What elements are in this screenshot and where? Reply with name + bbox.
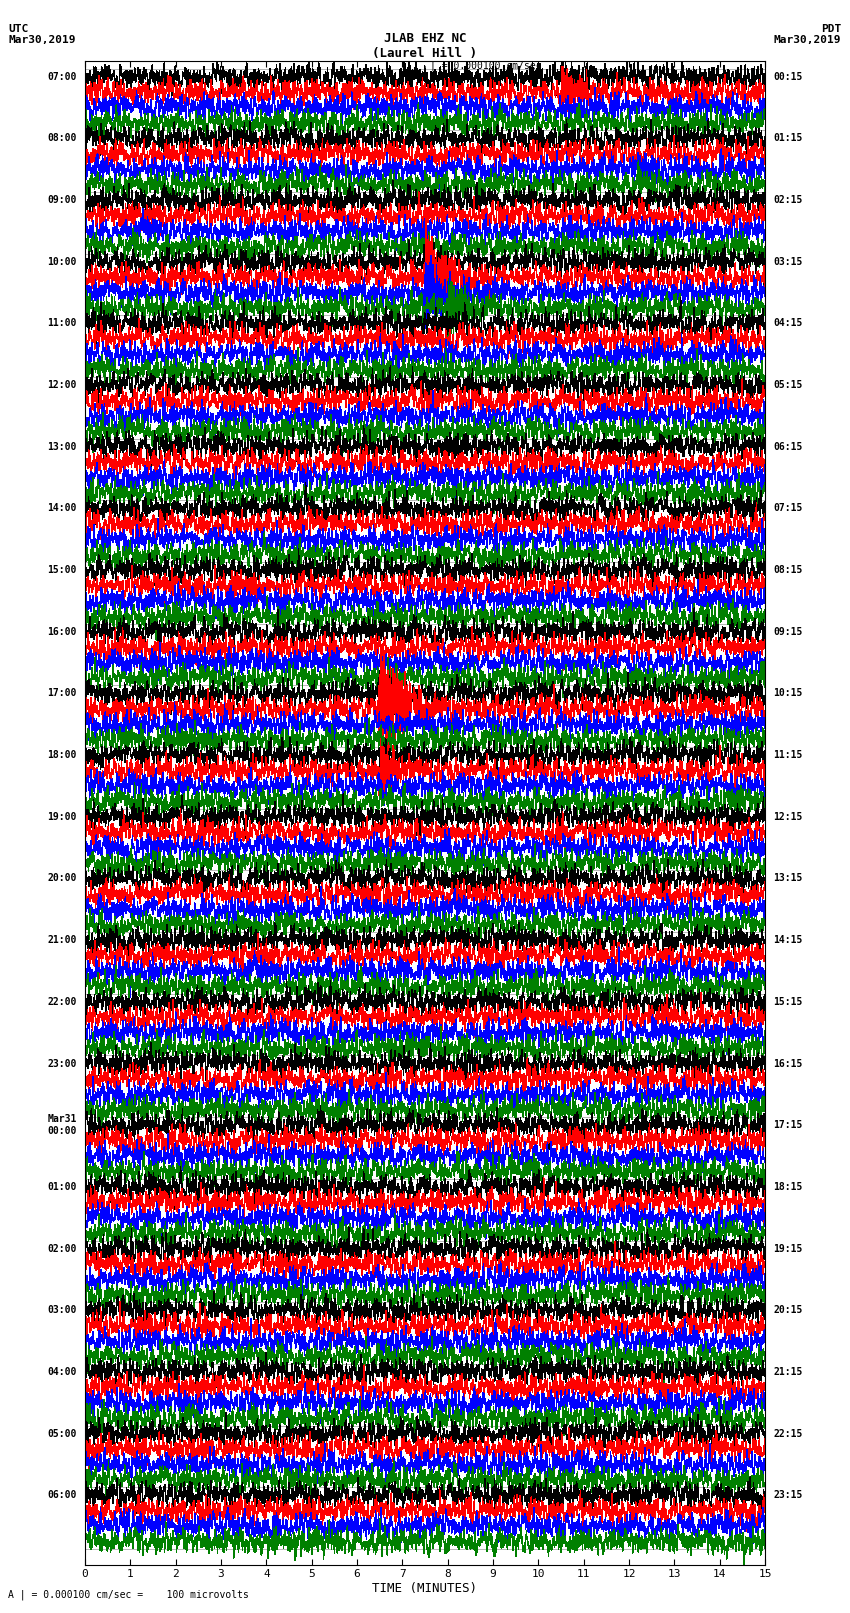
Text: | = 0.000100 cm/sec: | = 0.000100 cm/sec [429, 61, 541, 71]
Text: 05:15: 05:15 [774, 381, 802, 390]
Text: 23:15: 23:15 [774, 1490, 802, 1500]
Text: 20:15: 20:15 [774, 1305, 802, 1315]
Title: JLAB EHZ NC
(Laurel Hill ): JLAB EHZ NC (Laurel Hill ) [372, 32, 478, 60]
Text: 21:00: 21:00 [48, 936, 76, 945]
Text: 10:00: 10:00 [48, 256, 76, 266]
Text: 14:00: 14:00 [48, 503, 76, 513]
Text: UTC: UTC [8, 24, 29, 34]
Text: 11:15: 11:15 [774, 750, 802, 760]
Text: 20:00: 20:00 [48, 874, 76, 884]
Text: 23:00: 23:00 [48, 1058, 76, 1068]
Text: 12:15: 12:15 [774, 811, 802, 821]
Text: 18:00: 18:00 [48, 750, 76, 760]
Text: Mar31
00:00: Mar31 00:00 [48, 1115, 76, 1136]
Text: 17:15: 17:15 [774, 1119, 802, 1131]
Text: 08:15: 08:15 [774, 565, 802, 576]
Text: 02:00: 02:00 [48, 1244, 76, 1253]
Text: 14:15: 14:15 [774, 936, 802, 945]
Text: 11:00: 11:00 [48, 318, 76, 329]
Text: 19:00: 19:00 [48, 811, 76, 821]
Text: 13:15: 13:15 [774, 874, 802, 884]
Text: PDT: PDT [821, 24, 842, 34]
Text: 22:00: 22:00 [48, 997, 76, 1007]
Text: 10:15: 10:15 [774, 689, 802, 698]
Text: 18:15: 18:15 [774, 1182, 802, 1192]
Text: Mar30,2019: Mar30,2019 [8, 35, 76, 45]
Text: 03:00: 03:00 [48, 1305, 76, 1315]
Text: 17:00: 17:00 [48, 689, 76, 698]
Text: 15:15: 15:15 [774, 997, 802, 1007]
Text: 07:15: 07:15 [774, 503, 802, 513]
Text: 19:15: 19:15 [774, 1244, 802, 1253]
Text: 12:00: 12:00 [48, 381, 76, 390]
Text: 07:00: 07:00 [48, 71, 76, 82]
Text: 02:15: 02:15 [774, 195, 802, 205]
Text: 16:15: 16:15 [774, 1058, 802, 1068]
Text: 08:00: 08:00 [48, 134, 76, 144]
Text: 01:00: 01:00 [48, 1182, 76, 1192]
Text: 01:15: 01:15 [774, 134, 802, 144]
Text: Mar30,2019: Mar30,2019 [774, 35, 842, 45]
Text: 00:15: 00:15 [774, 71, 802, 82]
Text: 06:15: 06:15 [774, 442, 802, 452]
Text: 13:00: 13:00 [48, 442, 76, 452]
Text: 04:00: 04:00 [48, 1366, 76, 1378]
Text: 22:15: 22:15 [774, 1429, 802, 1439]
Text: 04:15: 04:15 [774, 318, 802, 329]
Text: 16:00: 16:00 [48, 627, 76, 637]
Text: 21:15: 21:15 [774, 1366, 802, 1378]
X-axis label: TIME (MINUTES): TIME (MINUTES) [372, 1582, 478, 1595]
Text: 09:00: 09:00 [48, 195, 76, 205]
Text: 06:00: 06:00 [48, 1490, 76, 1500]
Text: 05:00: 05:00 [48, 1429, 76, 1439]
Text: 09:15: 09:15 [774, 627, 802, 637]
Text: A | = 0.000100 cm/sec =    100 microvolts: A | = 0.000100 cm/sec = 100 microvolts [8, 1589, 249, 1600]
Text: 03:15: 03:15 [774, 256, 802, 266]
Text: 15:00: 15:00 [48, 565, 76, 576]
